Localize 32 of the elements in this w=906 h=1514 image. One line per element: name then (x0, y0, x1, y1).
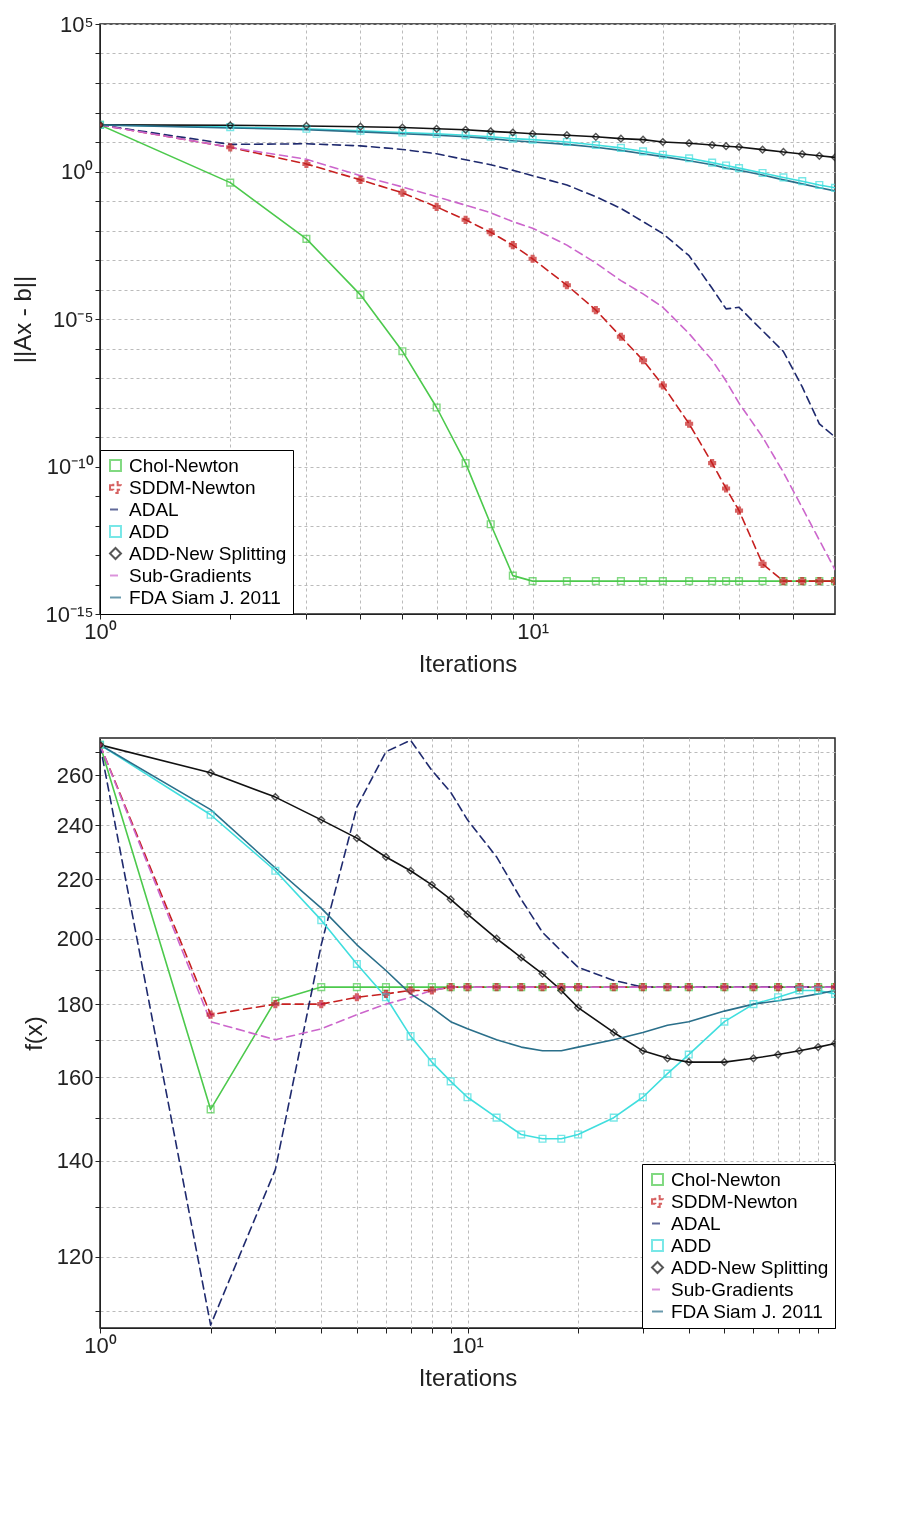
legend-label: SDDM-Newton (129, 476, 256, 498)
legend-label: Chol-Newton (671, 1168, 781, 1190)
legend-label: FDA Siam J. 2011 (129, 586, 281, 608)
legend-label: ADAL (129, 498, 179, 520)
y-tick-label: 120 (56, 1244, 94, 1270)
y-tick-label: 10⁵ (59, 11, 94, 37)
legend-label: ADD-New Splitting (671, 1256, 829, 1278)
y-tick-label: 260 (56, 762, 94, 788)
legend-label: ADD-New Splitting (129, 542, 287, 564)
y-axis-title: f(x) (19, 1016, 47, 1051)
legend-label: ADAL (671, 1212, 721, 1234)
legend-label: Sub-Gradients (671, 1278, 794, 1300)
y-axis-title: ||Ax - b|| (8, 275, 36, 364)
legend-label: SDDM-Newton (671, 1190, 798, 1212)
y-tick-label: 160 (56, 1064, 94, 1090)
legend-label: ADD (129, 520, 170, 542)
y-tick-label: 180 (56, 991, 94, 1017)
y-tick-label: 10⁻⁵ (52, 306, 94, 332)
legend-label: Sub-Gradients (129, 564, 252, 586)
legend-label: Chol-Newton (129, 454, 239, 476)
y-tick-label: 200 (56, 926, 94, 952)
y-tick-label: 220 (56, 866, 94, 892)
y-tick-label: 240 (56, 812, 94, 838)
x-tick-label: 10¹ (452, 1332, 484, 1358)
x-axis-title: Iterations (418, 1363, 518, 1391)
y-tick-label: 10⁰ (61, 159, 94, 184)
y-tick-label: 10⁻¹⁰ (46, 454, 94, 479)
x-axis-title: Iterations (418, 649, 518, 677)
x-tick-label: 10¹ (517, 618, 550, 644)
y-tick-label: 140 (56, 1148, 94, 1174)
legend-label: ADD (671, 1234, 712, 1256)
legend-label: FDA Siam J. 2011 (671, 1300, 823, 1322)
